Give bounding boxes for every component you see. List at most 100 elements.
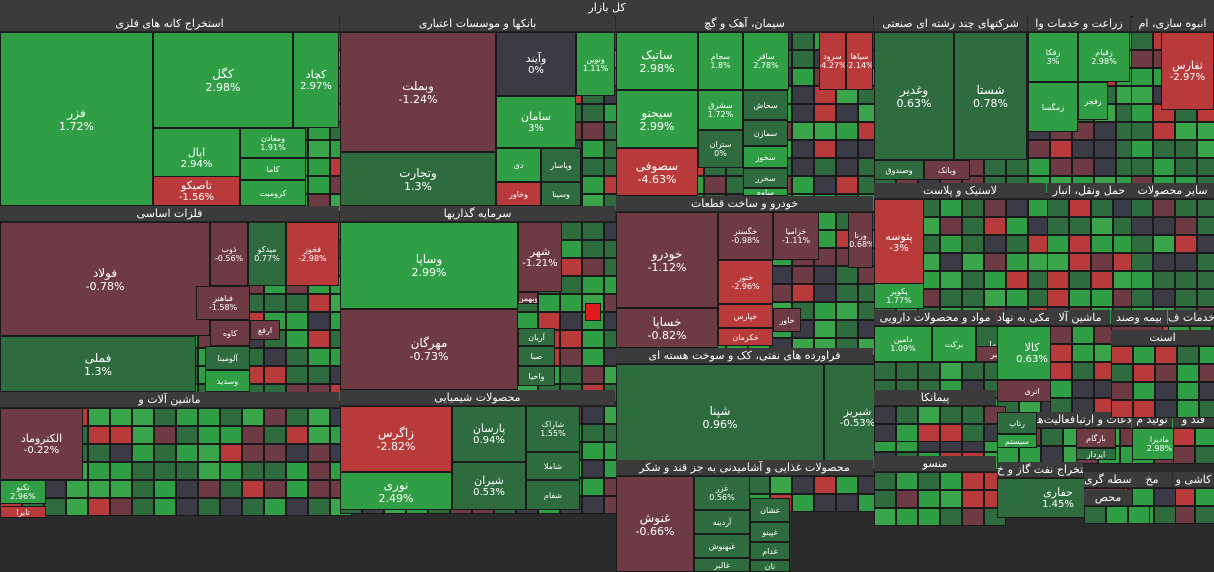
minor-stock-tile[interactable] [1091,217,1113,235]
stock-tile[interactable]: ساتیک 2.98% [616,32,698,90]
stock-tile[interactable]: مهرگان -0.73% [340,309,518,390]
minor-stock-tile[interactable] [1155,364,1177,382]
stock-tile[interactable]: نوری 2.49% [340,472,452,510]
minor-stock-tile[interactable] [814,140,836,158]
minor-stock-tile[interactable] [582,406,604,424]
minor-stock-tile[interactable] [308,294,330,312]
minor-stock-tile[interactable] [792,284,814,302]
minor-stock-tile[interactable] [792,32,814,50]
stock-tile[interactable]: ونوین 1.11% [576,32,615,96]
minor-stock-tile[interactable] [1131,86,1153,104]
minor-stock-tile[interactable] [1155,400,1177,418]
stock-tile[interactable]: آلومینا [205,346,250,370]
minor-stock-tile[interactable] [1197,253,1214,271]
stock-tile[interactable]: فخوز -2.98% [286,222,339,286]
stock-tile[interactable]: وتجارت 1.3% [340,152,496,206]
stock-tile[interactable]: برکت [932,326,976,362]
minor-stock-tile[interactable] [308,140,330,158]
sector-title[interactable]: سیمان، آهک و گچ [616,16,873,32]
stock-tile[interactable]: وسدید [205,370,250,392]
minor-stock-tile[interactable] [220,498,242,516]
minor-stock-tile[interactable] [962,199,984,217]
stock-tile[interactable]: شهر -1.21% [518,222,562,292]
minor-stock-tile[interactable] [220,462,242,480]
minor-stock-tile[interactable] [918,406,940,424]
minor-stock-tile[interactable] [308,158,330,176]
minor-stock-tile[interactable] [1131,158,1153,176]
minor-stock-tile[interactable] [1072,140,1094,158]
minor-stock-tile[interactable] [264,480,286,498]
minor-stock-tile[interactable] [940,508,962,526]
stock-tile[interactable]: زقیام 2.98% [1078,32,1130,82]
minor-stock-tile[interactable] [110,426,132,444]
stock-tile[interactable]: فولاد -0.78% [0,222,210,336]
minor-stock-tile[interactable] [286,294,308,312]
minor-stock-tile[interactable] [66,498,88,516]
stock-tile[interactable]: زفکا 3% [1028,32,1078,82]
sector-title[interactable]: خودرو و ساخت قطعات [616,196,873,212]
stock-tile[interactable]: وغدیر 0.63% [874,32,954,160]
minor-stock-tile[interactable] [132,426,154,444]
stock-tile[interactable]: تکنو 2.96% [0,480,46,504]
minor-stock-tile[interactable] [1173,488,1195,506]
minor-stock-tile[interactable] [198,498,220,516]
minor-stock-tile[interactable] [1131,104,1153,122]
minor-stock-tile[interactable] [940,289,962,307]
minor-stock-tile[interactable] [792,122,814,140]
minor-stock-tile[interactable] [242,444,264,462]
minor-stock-tile[interactable] [918,490,940,508]
minor-stock-tile[interactable] [582,258,604,276]
minor-stock-tile[interactable] [874,490,896,508]
minor-stock-tile[interactable] [110,498,132,516]
sector-title[interactable]: پیمانکا [874,390,996,406]
minor-stock-tile[interactable] [176,444,198,462]
sector-title[interactable]: بانکها و موسسات اعتباری [340,16,615,32]
stock-tile[interactable]: خزامیا -1.11% [773,212,819,260]
sector-title[interactable]: محص [1084,490,1132,506]
minor-stock-tile[interactable] [286,426,308,444]
minor-stock-tile[interactable] [44,498,66,516]
minor-stock-tile[interactable] [896,406,918,424]
minor-stock-tile[interactable] [286,348,308,366]
minor-stock-tile[interactable] [940,253,962,271]
minor-stock-tile[interactable] [984,235,1006,253]
minor-stock-tile[interactable] [984,199,1006,217]
minor-stock-tile[interactable] [1131,253,1153,271]
stock-tile[interactable]: غنوش -0.66% [616,476,694,572]
minor-stock-tile[interactable] [1173,428,1195,446]
minor-stock-tile[interactable] [1131,289,1153,307]
minor-stock-tile[interactable] [1153,271,1175,289]
minor-stock-tile[interactable] [582,122,604,140]
sector-title[interactable]: استخراج کانه های فلزی [0,16,339,32]
minor-stock-tile[interactable] [242,408,264,426]
sector-title[interactable]: فعالیتهای کمکی به نهاد [997,310,1049,326]
minor-stock-tile[interactable] [198,462,220,480]
minor-stock-tile[interactable] [1175,235,1197,253]
minor-stock-tile[interactable] [1197,122,1214,140]
minor-stock-tile[interactable] [1091,271,1113,289]
minor-stock-tile[interactable] [1091,289,1113,307]
minor-stock-tile[interactable] [1195,446,1214,464]
minor-stock-tile[interactable] [88,426,110,444]
sector-title[interactable]: انبوه سازی، ام [1131,16,1214,32]
minor-stock-tile[interactable] [1050,158,1072,176]
minor-stock-tile[interactable] [1195,428,1214,446]
minor-stock-tile[interactable] [1047,217,1069,235]
minor-stock-tile[interactable] [814,476,836,494]
stock-tile[interactable]: شپنا 0.96% [616,364,824,470]
minor-stock-tile[interactable] [242,462,264,480]
minor-stock-tile[interactable] [792,50,814,68]
minor-stock-tile[interactable] [874,406,896,424]
minor-stock-tile[interactable] [582,366,604,384]
sector-title[interactable]: خدمات ف [1168,310,1214,326]
stock-tile[interactable]: سخاش [743,90,788,120]
stock-tile[interactable]: کاما [240,158,306,180]
sector-title[interactable]: مخ [1132,472,1172,488]
minor-stock-tile[interactable] [836,320,858,338]
minor-stock-tile[interactable] [1128,506,1150,524]
stock-tile[interactable]: نان [750,560,790,572]
minor-stock-tile[interactable] [88,498,110,516]
minor-stock-tile[interactable] [242,426,264,444]
minor-stock-tile[interactable] [1069,253,1091,271]
minor-stock-tile[interactable] [66,480,88,498]
